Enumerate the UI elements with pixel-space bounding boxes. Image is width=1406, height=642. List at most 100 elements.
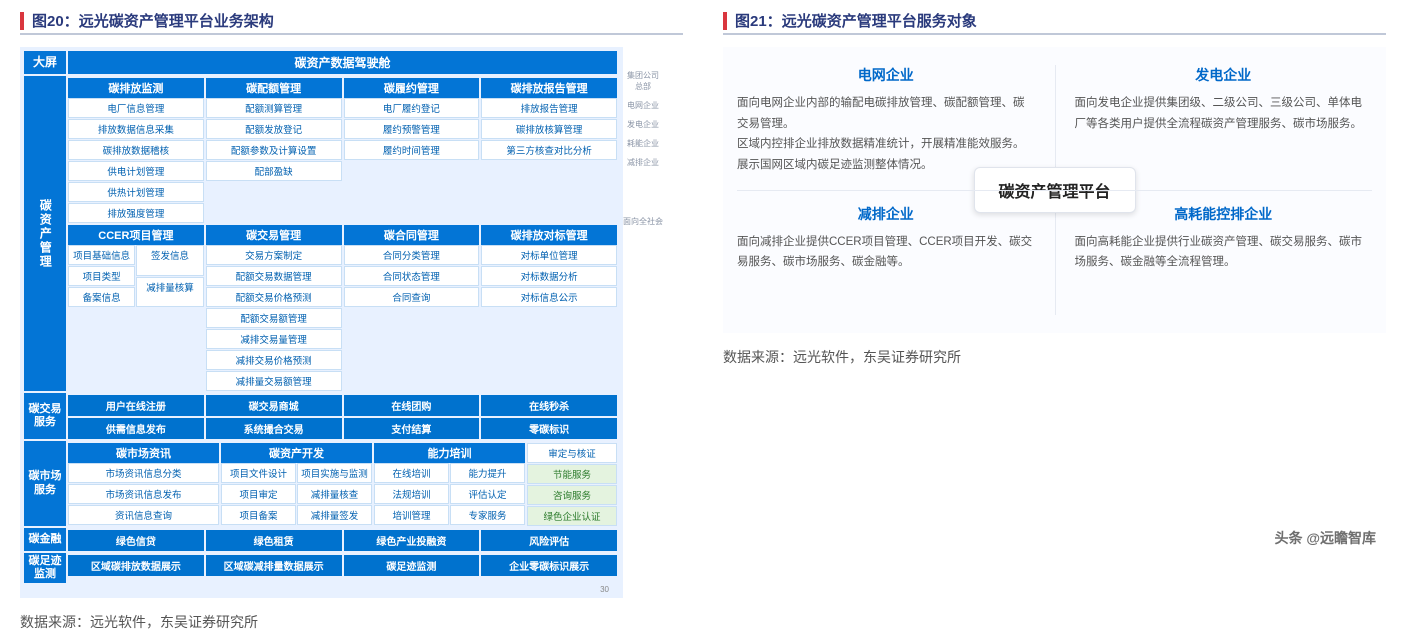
module-cell: 项目备案 bbox=[221, 505, 296, 525]
figure-21-title-row: 图21：远光碳资产管理平台服务对象 bbox=[723, 10, 1386, 35]
module-cell: 评估认定 bbox=[450, 484, 525, 504]
module-cell: 排放报告管理 bbox=[481, 98, 617, 118]
figure-20-title-row: 图20：远光碳资产管理平台业务架构 bbox=[20, 10, 683, 35]
module-group: 碳排放报告管理排放报告管理碳排放核算管理第三方核查对比分析 bbox=[481, 78, 617, 223]
side-label: 减排企业 bbox=[615, 157, 671, 168]
module-cell: 专家服务 bbox=[450, 505, 525, 525]
caption-prefix: 图20： bbox=[32, 13, 79, 30]
module-cell: 配额测算管理 bbox=[206, 98, 342, 118]
module-cell: 配额交易额管理 bbox=[206, 308, 342, 328]
module-cell: 合同状态管理 bbox=[344, 266, 480, 286]
market-right-item: 绿色企业认证 bbox=[527, 506, 617, 526]
group-head: 碳履约管理 bbox=[344, 78, 480, 98]
side-label: 集团公司 总部 bbox=[615, 70, 671, 92]
quad-grid-enterprise: 电网企业 面向电网企业内部的输配电碳排放管理、碳配额管理、碳交易管理。 区域内控… bbox=[737, 65, 1035, 176]
quad-power-enterprise: 发电企业 面向发电企业提供集团级、二级公司、三级公司、单体电厂等各类用户提供全流… bbox=[1075, 65, 1373, 176]
module-cell: 减排量核查 bbox=[297, 484, 372, 504]
module-cell: 备案信息 bbox=[68, 287, 135, 307]
group-col: 在线培训法规培训培训管理 bbox=[374, 463, 449, 525]
caption-text: 远光碳资产管理平台服务对象 bbox=[782, 13, 977, 30]
market-right-item: 咨询服务 bbox=[527, 485, 617, 505]
flat-item: 碳足迹监测 bbox=[344, 555, 480, 576]
module-cell: 项目审定 bbox=[221, 484, 296, 504]
row-market: 碳市场 服务 碳市场资讯市场资讯信息分类市场资讯信息发布资讯信息查询碳资产开发项… bbox=[24, 441, 619, 526]
market-right-col: 审定与核证节能服务咨询服务绿色企业认证 bbox=[527, 443, 617, 526]
group-col: 能力提升评估认定专家服务 bbox=[450, 463, 525, 525]
row-label-footprint: 碳足迹 监测 bbox=[24, 553, 66, 583]
center-platform-label: 碳资产管理平台 bbox=[973, 167, 1135, 213]
flat-item: 企业零碳标识展示 bbox=[481, 555, 617, 576]
module-cell: 减排交易量管理 bbox=[206, 329, 342, 349]
group-body: 合同分类管理合同状态管理合同查询 bbox=[344, 245, 480, 307]
quad-body: 面向电网企业内部的输配电碳排放管理、碳配额管理、碳交易管理。 区域内控排企业排放… bbox=[737, 93, 1035, 176]
module-cell: 市场资讯信息发布 bbox=[68, 484, 219, 504]
group-col: 市场资讯信息分类市场资讯信息发布资讯信息查询 bbox=[68, 463, 219, 525]
module-cell: 培训管理 bbox=[374, 505, 449, 525]
side-label: 面向全社会 bbox=[615, 216, 671, 227]
flat-item: 供需信息发布 bbox=[68, 418, 204, 439]
title-accent-bar bbox=[723, 12, 727, 30]
flat-item: 系统撮合交易 bbox=[206, 418, 342, 439]
group-body: 电厂履约登记履约预警管理履约时间管理 bbox=[344, 98, 480, 160]
module-group: 碳市场资讯市场资讯信息分类市场资讯信息发布资讯信息查询 bbox=[68, 443, 219, 526]
group-head: 碳配额管理 bbox=[206, 78, 342, 98]
flat-item: 用户在线注册 bbox=[68, 395, 204, 416]
module-cell: 能力提升 bbox=[450, 463, 525, 483]
group-col: 减排交易量管理减排交易价格预测减排量交易额管理 bbox=[206, 329, 342, 391]
dashboard-bar: 碳资产数据驾驶舱 bbox=[68, 51, 617, 74]
module-cell: 合同查询 bbox=[344, 287, 480, 307]
module-group: 碳配额管理配额测算管理配额发放登记配额参数及计算设置配部盈缺 bbox=[206, 78, 342, 223]
group-body: 配额测算管理配额发放登记配额参数及计算设置配部盈缺 bbox=[206, 98, 342, 181]
module-cell: 市场资讯信息分类 bbox=[68, 463, 219, 483]
module-cell: 对标单位管理 bbox=[481, 245, 617, 265]
group-body: 项目文件设计项目审定项目备案项目实施与监测减排量核查减排量签发 bbox=[221, 463, 372, 525]
flat-row: 用户在线注册碳交易商城在线团购在线秒杀 bbox=[68, 395, 617, 416]
module-group: 碳排放监测电厂信息管理排放数据信息采集碳排放数据稽核供电计划管理供热计划管理排放… bbox=[68, 78, 204, 223]
module-cell: 配额发放登记 bbox=[206, 119, 342, 139]
page-tag: 30 bbox=[24, 585, 619, 594]
row-asset: 碳资产管理 碳排放监测电厂信息管理排放数据信息采集碳排放数据稽核供电计划管理供热… bbox=[24, 76, 619, 391]
row-label-dashboard: 大屏 bbox=[24, 51, 66, 74]
module-cell: 在线培训 bbox=[374, 463, 449, 483]
group-col: 排放报告管理碳排放核算管理第三方核查对比分析 bbox=[481, 98, 617, 160]
module-group: 碳履约管理电厂履约登记履约预警管理履约时间管理 bbox=[344, 78, 480, 223]
module-cell: 项目类型 bbox=[68, 266, 135, 286]
group-col: 供电计划管理供热计划管理排放强度管理 bbox=[68, 161, 204, 223]
watermark-text: 头条 @远瞻智库 bbox=[1274, 530, 1376, 546]
flat-item: 支付结算 bbox=[344, 418, 480, 439]
group-col: 合同分类管理合同状态管理合同查询 bbox=[344, 245, 480, 307]
group-body: 排放报告管理碳排放核算管理第三方核查对比分析 bbox=[481, 98, 617, 160]
module-cell: 供热计划管理 bbox=[68, 182, 204, 202]
market-top-row: 碳市场资讯市场资讯信息分类市场资讯信息发布资讯信息查询碳资产开发项目文件设计项目… bbox=[68, 443, 617, 526]
side-label: 电网企业 bbox=[615, 100, 671, 111]
group-col: 项目实施与监测减排量核查减排量签发 bbox=[297, 463, 372, 525]
module-cell: 履约预警管理 bbox=[344, 119, 480, 139]
module-cell: 资讯信息查询 bbox=[68, 505, 219, 525]
flat-item: 区域碳减排量数据展示 bbox=[206, 555, 342, 576]
group-col: 电厂履约登记履约预警管理履约时间管理 bbox=[344, 98, 480, 160]
module-group: 碳资产开发项目文件设计项目审定项目备案项目实施与监测减排量核查减排量签发 bbox=[221, 443, 372, 526]
module-cell: 项目实施与监测 bbox=[297, 463, 372, 483]
figure-21-caption: 图21：远光碳资产管理平台服务对象 bbox=[735, 10, 977, 31]
group-head: 碳排放对标管理 bbox=[481, 225, 617, 245]
module-cell: 配额交易数据管理 bbox=[206, 266, 342, 286]
group-body: 对标单位管理对标数据分析对标信息公示 bbox=[481, 245, 617, 307]
flat-item: 绿色产业投融资 bbox=[344, 530, 480, 551]
flat-row: 供需信息发布系统撮合交易支付结算零碳标识 bbox=[68, 418, 617, 439]
module-cell: 碳排放数据稽核 bbox=[68, 140, 204, 160]
group-body: 在线培训法规培训培训管理能力提升评估认定专家服务 bbox=[374, 463, 525, 525]
caption-prefix: 图21： bbox=[735, 13, 782, 30]
module-group: 碳合同管理合同分类管理合同状态管理合同查询 bbox=[344, 225, 480, 391]
figure-21-source: 数据来源：远光软件，东吴证券研究所 bbox=[723, 347, 1386, 367]
row-label-finance: 碳金融 bbox=[24, 528, 66, 551]
flat-item: 区域碳排放数据展示 bbox=[68, 555, 204, 576]
module-cell: 电厂履约登记 bbox=[344, 98, 480, 118]
module-cell: 配额参数及计算设置 bbox=[206, 140, 342, 160]
group-col: 交易方案制定配额交易数据管理配额交易价格预测配额交易额管理 bbox=[206, 245, 342, 328]
module-cell: 减排量核算 bbox=[136, 277, 203, 308]
group-body: 市场资讯信息分类市场资讯信息发布资讯信息查询 bbox=[68, 463, 219, 525]
group-col: 签发信息减排量核算 bbox=[136, 245, 203, 307]
group-head: CCER项目管理 bbox=[68, 225, 204, 245]
row-finance: 碳金融 绿色信贷绿色租赁绿色产业投融资风险评估 bbox=[24, 528, 619, 551]
module-cell: 减排量交易额管理 bbox=[206, 371, 342, 391]
